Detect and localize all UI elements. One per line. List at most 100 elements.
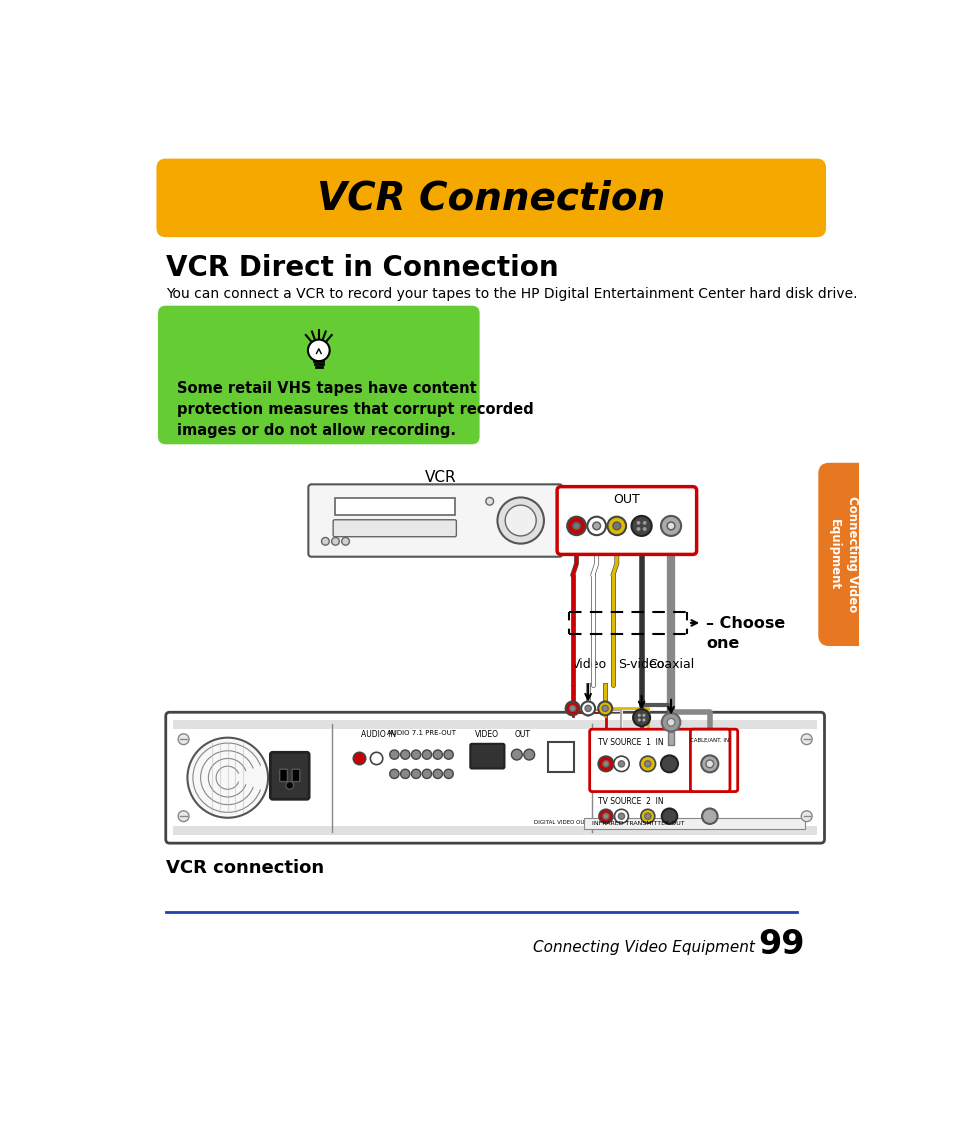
Circle shape (601, 705, 608, 712)
FancyBboxPatch shape (818, 463, 868, 646)
Circle shape (321, 538, 329, 545)
FancyBboxPatch shape (470, 743, 504, 768)
Circle shape (642, 527, 646, 531)
Circle shape (644, 813, 650, 820)
Circle shape (178, 811, 189, 822)
Circle shape (400, 750, 410, 759)
Circle shape (308, 339, 330, 362)
Circle shape (485, 497, 493, 505)
Circle shape (187, 738, 268, 818)
Circle shape (443, 769, 453, 778)
Circle shape (422, 769, 431, 778)
Text: CABLE/ANT. IN: CABLE/ANT. IN (690, 738, 729, 742)
FancyBboxPatch shape (589, 729, 737, 792)
Circle shape (565, 702, 579, 715)
Text: 99: 99 (758, 928, 804, 960)
Circle shape (631, 515, 651, 536)
FancyBboxPatch shape (279, 769, 287, 782)
Circle shape (700, 756, 718, 773)
Text: Connecting Video Equipment: Connecting Video Equipment (533, 940, 754, 955)
Circle shape (666, 522, 674, 530)
Circle shape (569, 705, 575, 712)
Circle shape (613, 756, 629, 772)
Circle shape (602, 760, 608, 767)
Circle shape (705, 760, 713, 768)
Circle shape (587, 517, 605, 536)
Text: VCR Direct in Connection: VCR Direct in Connection (166, 254, 558, 282)
Text: WIRELESS LAN: WIRELESS LAN (618, 728, 664, 732)
Circle shape (640, 810, 654, 823)
Circle shape (661, 713, 679, 731)
Circle shape (178, 733, 189, 745)
Circle shape (612, 522, 620, 530)
Circle shape (370, 752, 382, 765)
Circle shape (642, 521, 646, 524)
Text: VCR Connection: VCR Connection (316, 180, 664, 218)
Bar (335, 499, 455, 515)
Circle shape (390, 769, 398, 778)
Circle shape (572, 522, 579, 530)
Circle shape (801, 811, 811, 822)
Circle shape (400, 769, 410, 778)
Circle shape (633, 710, 649, 727)
Bar (173, 720, 816, 729)
Circle shape (598, 756, 613, 772)
Text: LINK: LINK (673, 741, 685, 747)
Text: AUDIO IN: AUDIO IN (361, 730, 396, 739)
Text: – Choose
one: – Choose one (705, 617, 784, 651)
Text: DIGITAL VIDEO OUT: DIGITAL VIDEO OUT (534, 820, 587, 825)
Circle shape (598, 810, 612, 823)
Circle shape (602, 813, 608, 820)
FancyBboxPatch shape (547, 741, 574, 772)
Circle shape (701, 809, 717, 824)
Circle shape (411, 750, 420, 759)
FancyBboxPatch shape (308, 484, 562, 557)
FancyBboxPatch shape (166, 712, 823, 843)
Text: INFRARED TRANSMITTER OUT: INFRARED TRANSMITTER OUT (592, 821, 684, 825)
Circle shape (443, 750, 453, 759)
Circle shape (641, 714, 645, 716)
FancyBboxPatch shape (690, 729, 729, 792)
Circle shape (636, 521, 639, 524)
Circle shape (433, 769, 442, 778)
Circle shape (635, 749, 649, 764)
Bar (667, 731, 674, 746)
Circle shape (660, 515, 680, 536)
FancyBboxPatch shape (557, 486, 696, 555)
FancyBboxPatch shape (270, 752, 309, 800)
Text: VCR: VCR (425, 469, 456, 485)
Circle shape (592, 522, 599, 530)
Circle shape (580, 702, 595, 715)
Circle shape (639, 756, 655, 772)
Circle shape (614, 810, 628, 823)
Text: TV SOURCE  2  IN: TV SOURCE 2 IN (598, 797, 663, 806)
Circle shape (661, 809, 677, 824)
Circle shape (598, 702, 612, 715)
Text: S-video: S-video (618, 658, 664, 672)
Circle shape (511, 749, 521, 760)
Circle shape (523, 749, 534, 760)
Text: Connecting Video
Equipment: Connecting Video Equipment (827, 496, 859, 612)
Text: OUT: OUT (613, 493, 639, 506)
Text: AUDIO 7.1 PRE-OUT: AUDIO 7.1 PRE-OUT (387, 730, 456, 736)
Circle shape (607, 517, 625, 536)
Circle shape (660, 756, 678, 773)
Text: VCR connection: VCR connection (166, 859, 323, 877)
FancyBboxPatch shape (292, 769, 299, 782)
Circle shape (353, 752, 365, 765)
Circle shape (618, 813, 624, 820)
Text: AC IN: AC IN (280, 801, 299, 806)
Circle shape (618, 760, 624, 767)
Bar (173, 827, 816, 836)
Circle shape (666, 719, 674, 727)
Circle shape (433, 750, 442, 759)
Text: 802.11 b/g: 802.11 b/g (673, 728, 706, 732)
Circle shape (341, 538, 349, 545)
Text: ACTIVITY: ACTIVITY (673, 736, 697, 740)
Text: You can connect a VCR to record your tapes to the HP Digital Entertainment Cente: You can connect a VCR to record your tap… (166, 287, 857, 301)
Text: Some retail VHS tapes have content
protection measures that corrupt recorded
ima: Some retail VHS tapes have content prote… (176, 381, 533, 438)
Circle shape (567, 517, 585, 536)
Circle shape (411, 769, 420, 778)
FancyBboxPatch shape (158, 305, 479, 445)
Circle shape (332, 538, 339, 545)
